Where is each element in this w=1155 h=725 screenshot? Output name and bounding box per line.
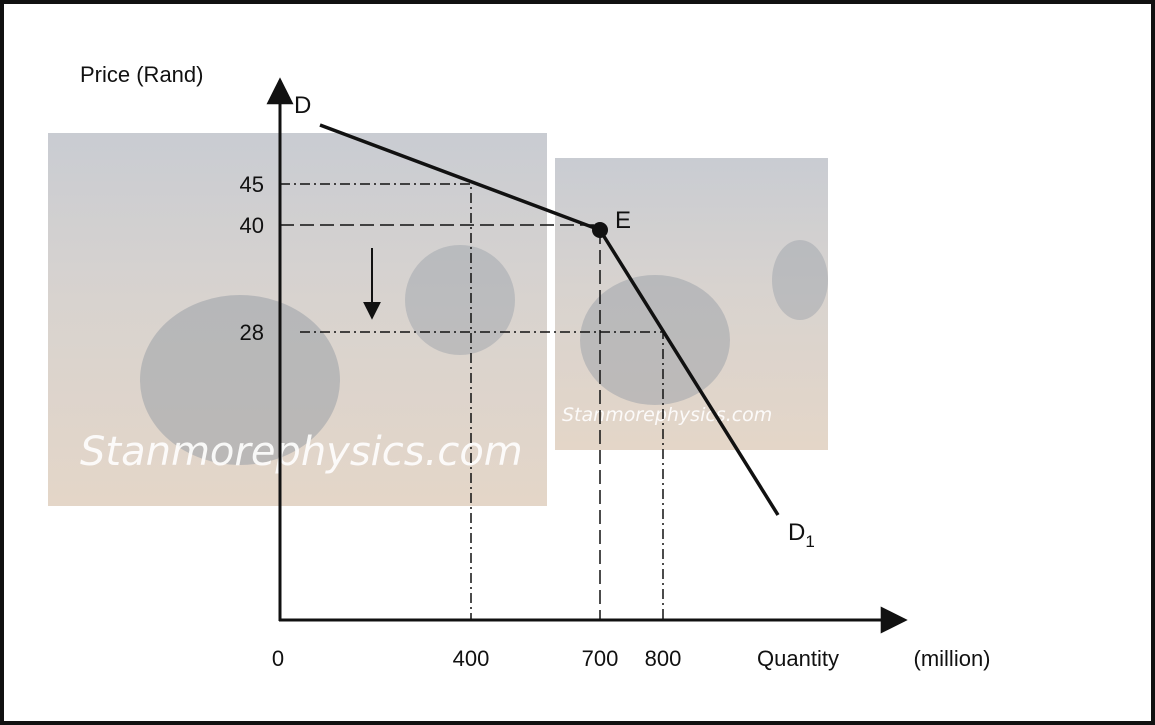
origin-label: 0 (272, 646, 284, 671)
y-tick-label: 28 (240, 320, 264, 345)
curve-label: D (294, 92, 311, 119)
curve-label: E (615, 207, 631, 234)
curve-label-text: D (788, 519, 805, 546)
y-tick-label: 40 (240, 213, 264, 238)
watermark-text: Stanmorephysics.com (562, 404, 772, 426)
watermark-text: Stanmorephysics.com (80, 429, 523, 475)
x-axis-unit: (million) (914, 646, 991, 671)
y-axis-label: Price (Rand) (80, 62, 203, 87)
x-tick-label: 400 (453, 646, 490, 671)
equilibrium-point (592, 222, 608, 238)
x-tick-label: 700 (582, 646, 619, 671)
watermark-image: Stanmorephysics.com (555, 158, 828, 450)
watermark-image: Stanmorephysics.com (48, 133, 547, 506)
x-tick-label: 800 (645, 646, 682, 671)
y-tick-label: 45 (240, 172, 264, 197)
curve-label-subscript: 1 (805, 532, 814, 551)
x-axis-label: Quantity (757, 646, 839, 671)
diagram: Stanmorephysics.com Stanmorephysics.com … (0, 0, 1155, 725)
